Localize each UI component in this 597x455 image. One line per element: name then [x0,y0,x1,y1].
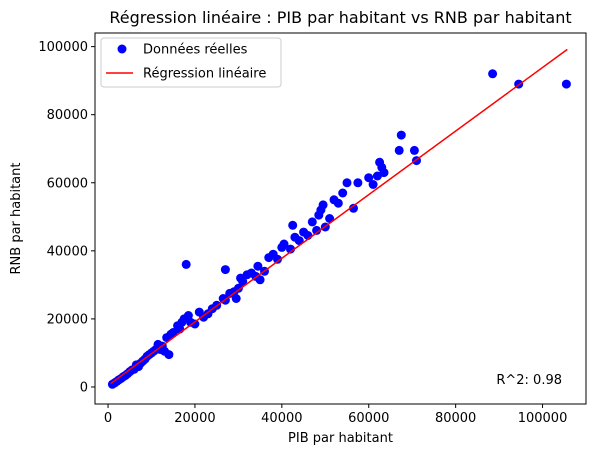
data-point [231,294,241,303]
data-point [233,283,243,293]
legend-label-scatter: Données réelles [143,43,248,58]
legend-label-line: Régression linéaire [143,67,266,82]
data-point [253,261,263,271]
x-tick-label: 20000 [174,411,215,426]
data-point [307,217,317,227]
data-point [312,225,322,235]
data-point [333,198,343,208]
data-point [338,188,348,198]
y-tick-label: 100000 [38,40,88,55]
data-point [364,173,374,183]
data-point [273,254,282,264]
y-axis-label: RNB par habitant [9,163,24,275]
data-point [183,311,193,320]
y-tick-label: 40000 [47,244,88,259]
x-tick-label: 60000 [348,411,389,426]
regression-line [110,48,568,385]
data-point [164,350,174,360]
legend: Données réelles Régression linéaire [100,37,282,88]
data-point [342,178,352,188]
data-point [488,69,498,79]
data-point [220,265,230,275]
x-tick-label: 80000 [435,411,476,426]
y-tick-label: 0 [80,380,88,395]
data-point [286,244,295,254]
data-point [288,220,298,230]
data-point [379,168,389,178]
data-point [396,130,406,140]
data-point [349,203,358,213]
legend-box [100,37,282,88]
data-point [279,239,289,249]
data-point [255,275,265,285]
data-point [353,178,363,188]
x-axis: 0 20000 40000 60000 80000 100000 [104,404,567,426]
data-point [238,277,248,286]
data-point [561,79,571,89]
x-tick-label: 100000 [518,411,568,426]
x-axis-label: PIB par habitant [288,431,393,446]
legend-marker-scatter [117,44,127,54]
data-point [394,145,404,155]
x-tick-label: 0 [104,411,112,426]
data-point [181,259,191,269]
data-point [368,180,378,189]
plot-area [107,48,571,389]
x-tick-label: 40000 [261,411,302,426]
y-axis: 0 20000 40000 60000 80000 100000 [38,40,95,395]
data-point [294,236,304,246]
y-tick-label: 60000 [47,176,88,191]
plot-frame [94,32,587,405]
chart-title: Régression linéaire : PIB par habitant v… [109,8,571,27]
y-tick-label: 20000 [47,312,88,327]
r-squared-annotation: R^2: 0.98 [496,373,562,388]
data-point [190,319,200,329]
y-tick-label: 80000 [47,108,88,123]
data-point [318,200,328,210]
data-point [409,145,419,155]
